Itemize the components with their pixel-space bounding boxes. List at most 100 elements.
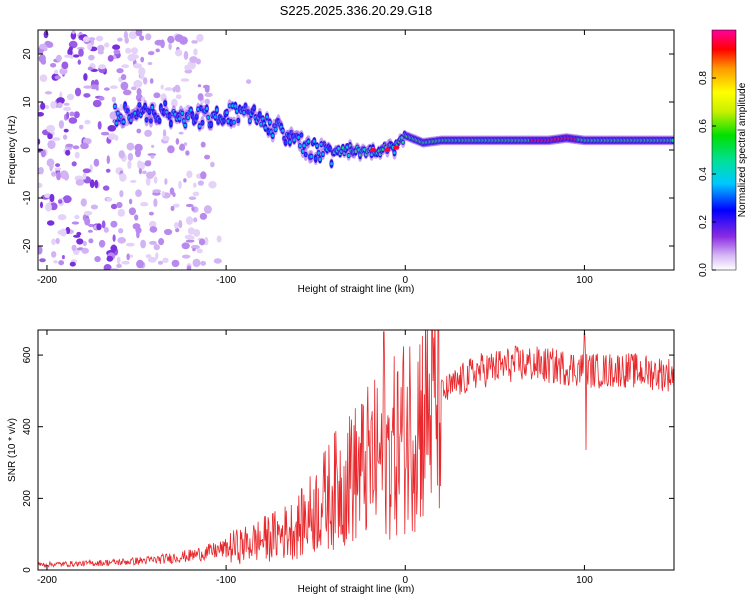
spectrogram-noise-cell [39,43,47,50]
spectrogram-noise-cell [175,94,182,100]
spectrogram-noise-cell [61,255,65,260]
spectrogram-ridge-peak [313,139,316,143]
spectrogram-noise-cell [151,144,155,148]
spectrogram-noise-cell [193,229,201,237]
spectrogram-noise-cell [82,168,91,174]
colorbar-label: Normalized spectral amplitude [737,82,748,217]
spectrogram-ridge-peak [304,152,308,157]
spectrogram-noise-cell [204,98,210,106]
spectrogram-noise-cell [193,48,198,56]
spectrogram-noise-cell [173,203,180,208]
spectrogram-noise-cell [155,252,159,260]
spectrogram-noise-cell [144,129,153,137]
spectrogram-noise-cell [74,214,80,220]
spectrogram-ridge-peak [393,151,396,155]
spectrogram-ridge-peak [209,122,213,127]
spectrogram-noise-cell [148,211,154,216]
spectrogram-noise-cell [103,264,112,270]
spectrogram-noise-cell [38,167,44,175]
spectrogram-noise-cell [110,244,118,252]
spectrogram-ridge-peak [201,121,204,125]
spectrogram-noise-cell [193,217,198,223]
spectrogram-noise-cell [96,223,102,231]
spectrogram-noise-cell [149,226,158,233]
spectrogram-noise-cell [136,88,142,96]
spectrogram-ridge-peak [214,115,217,119]
spectrogram-heatmap [38,30,674,270]
spectrogram-noise-cell [119,103,124,112]
spectrogram-noise-cell [60,228,67,237]
spectrogram-ridge-peak [195,115,198,119]
spectrogram-noise-cell [83,85,92,89]
spectrogram-noise-cell [140,202,149,207]
spectrogram-noise-cell [74,87,82,97]
spectrogram-ridge-peak [215,108,219,112]
spectrogram-noise-cell [40,201,43,209]
spectrogram-noise-cell [153,244,160,251]
spectrogram-noise-cell [65,226,71,235]
spectrogram-ridge-peak [268,120,272,124]
spectrogram-noise-cell [40,102,46,110]
spectrogram-ridge-peak [151,105,154,109]
spectrogram-noise-cell [117,237,126,244]
snr-frame [37,329,675,571]
spectrogram-noise-cell [65,149,71,156]
spectrogram-ridge-peak [314,156,318,161]
spectrogram-noise-cell [164,178,168,185]
spectrogram-ridge-peak [671,138,674,143]
snr-y-label: SNR (10 * v/v) [7,418,18,482]
spectrogram-noise-cell [155,48,160,53]
spectrogram-noise-cell [157,260,164,265]
spectrogram-x-label: Height of straight line (km) [298,284,415,295]
colorbar-tick-label: 0.4 [698,167,709,181]
spectrogram-noise-cell [140,239,147,249]
spectrogram-noise-cell [76,238,84,245]
spectrogram-noise-cell [68,46,73,51]
spectrogram-noise-cell [55,163,61,168]
spectrogram-noise-cell [136,128,142,134]
spectrogram-noise-cell [58,260,65,266]
spectrogram-noise-cell [71,221,80,225]
spectrogram-noise-cell [62,195,72,204]
spectrogram-noise-cell [161,190,165,197]
spectrogram-noise-cell [178,220,183,229]
colorbar-gradient [711,29,737,271]
spectrogram-ridge-peak [122,120,125,124]
spectrogram-noise-cell [51,251,57,258]
spectrogram-noise-cell [56,54,62,62]
spectrogram-noise-cell [57,102,63,109]
spectrogram-noise-cell [58,120,64,129]
spectrogram-noise-cell [98,64,106,70]
snr-x-tick-label: -200 [37,575,57,586]
spectrogram-noise-cell [192,191,200,197]
spectrogram-noise-cell [175,49,183,57]
spectrogram-noise-cell [82,240,87,247]
spectrogram-noise-cell [164,228,173,236]
spectrogram-noise-cell [145,177,151,186]
spectrogram-noise-cell [150,154,155,159]
spectrogram-ridge-peak [330,162,333,166]
spectrogram-noise-cell [98,96,105,101]
spectrogram-noise-cell [118,228,124,234]
spectrogram-noise-cell [122,89,132,96]
spectrogram-noise-cell [70,31,77,40]
spectrogram-noise-cell [147,51,154,55]
spectrogram-noise-cell [120,74,127,81]
spectrogram-noise-cell [47,140,56,150]
snr-y-ticks: 0 200 400 600 [22,346,674,573]
spectrogram-noise-cell [47,133,53,140]
spectrogram-y-tick-label: 0 [22,147,33,153]
spectrogram-noise-cell [69,111,75,117]
spectrogram-noise-cell [135,94,143,102]
spectrogram-noise-cell [106,255,114,262]
spectrogram-noise-cell [51,171,57,177]
spectrogram-noise-cell [162,135,170,142]
spectrogram-noise-cell [138,168,142,175]
spectrogram-noise-cell [61,61,69,70]
spectrogram-ridge-peak [298,144,302,148]
spectrogram-noise-cell [110,220,118,228]
spectrogram-noise-cell [199,212,208,220]
spectrogram-noise-cell [66,93,75,101]
spectrogram-noise-cell [134,143,143,152]
spectrogram-noise-cell [71,161,77,167]
